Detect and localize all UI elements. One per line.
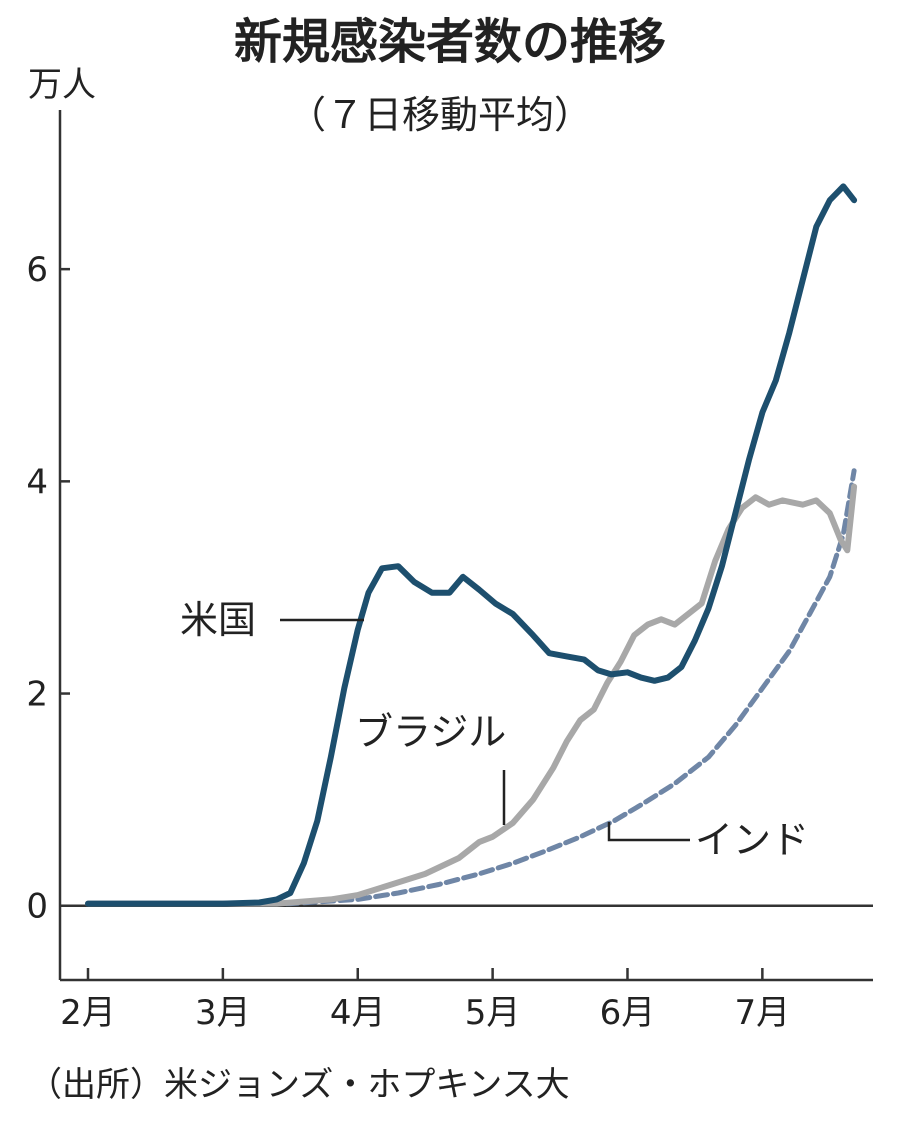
x-tick-label: 3月	[195, 993, 251, 1033]
source-note: （出所）米ジョンズ・ホプキンス大	[28, 1065, 570, 1105]
series-line-1	[85, 483, 858, 907]
y-tick-label: 0	[26, 887, 48, 927]
x-tick-label: 5月	[465, 993, 521, 1033]
y-tick-label: 6	[26, 250, 48, 290]
series-line-2	[85, 468, 857, 907]
chart-subtitle: （７日移動平均）	[288, 93, 592, 137]
chart-title: 新規感染者数の推移	[234, 14, 666, 70]
series-lines	[85, 183, 858, 907]
y-axis-unit: 万人	[28, 65, 96, 105]
x-tick-label: 4月	[330, 993, 386, 1033]
series-label-india: インド	[695, 818, 809, 862]
x-tick-label: 6月	[600, 993, 656, 1033]
x-tick-label: 7月	[735, 993, 791, 1033]
y-ticks: 0 2 4 6	[26, 250, 70, 927]
leader-line-india	[607, 822, 690, 842]
y-tick-label: 2	[26, 675, 48, 715]
y-tick-label: 4	[26, 462, 48, 502]
series-label-brazil: ブラジル	[355, 710, 506, 754]
x-tick-label: 2月	[60, 993, 116, 1033]
x-ticks: 2月 3月 4月 5月 6月 7月	[60, 968, 790, 1033]
series-label-us: 米国	[180, 598, 256, 642]
series-line-0	[85, 183, 858, 907]
